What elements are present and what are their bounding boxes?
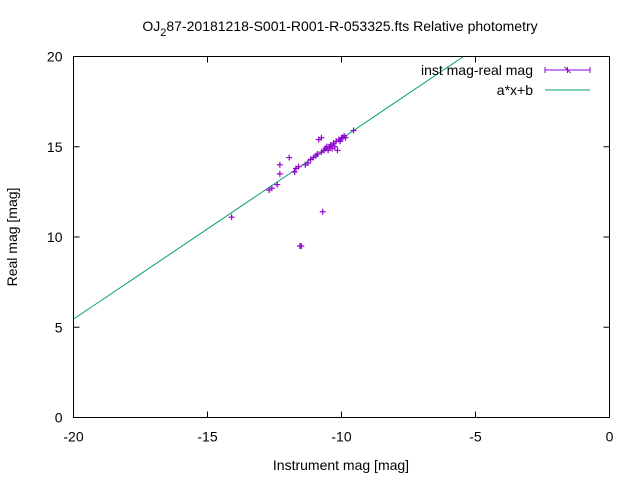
legend-sample-inst-mag-real-mag	[544, 66, 591, 74]
y-tick: 10	[47, 229, 610, 245]
data-point	[276, 161, 283, 168]
data-point	[268, 185, 275, 192]
data-point	[325, 147, 332, 154]
data-point	[342, 134, 349, 141]
chart-title-prefix: OJ	[142, 18, 160, 34]
chart-title: OJ287-20181218-S001-R001-R-053325.fts Re…	[142, 18, 537, 39]
y-tick: 20	[47, 49, 610, 65]
x-tick: -20	[63, 56, 84, 445]
y-tick-label: 20	[47, 49, 63, 65]
data-points-layer	[228, 127, 357, 250]
plot-frame	[73, 56, 610, 418]
data-point	[276, 170, 283, 177]
chart-title-subscript: 2	[160, 27, 166, 39]
data-point	[228, 214, 235, 221]
x-axis-label: Instrument mag [mag]	[273, 457, 409, 473]
y-axis-label: Real mag [mag]	[4, 188, 20, 287]
y-tick: 15	[47, 139, 610, 155]
data-point	[334, 147, 341, 154]
x-axis-ticks: -20 -15 -10 -5 0	[63, 56, 614, 445]
y-tick-label: 10	[47, 229, 63, 245]
data-point	[274, 181, 281, 188]
data-point	[331, 143, 338, 150]
y-tick: 0	[55, 410, 610, 426]
y-axis-ticks: 0 5 10 15 20	[47, 49, 610, 426]
y-tick-label: 15	[47, 139, 63, 155]
legend-label-fit-line: a*x+b	[497, 82, 533, 98]
y-tick-label: 5	[55, 319, 63, 335]
x-tick-label: -5	[469, 429, 482, 445]
data-point	[318, 134, 325, 141]
data-point	[314, 150, 321, 157]
fit-line-layer	[73, 56, 464, 320]
data-point	[295, 163, 302, 170]
data-point	[298, 243, 305, 250]
x-tick-label: -10	[331, 429, 351, 445]
data-point	[305, 159, 311, 166]
x-tick: -15	[197, 56, 218, 445]
legend: inst mag-real mag a*x+b	[421, 62, 591, 98]
x-tick: -10	[331, 56, 352, 445]
x-tick: 0	[606, 56, 614, 445]
x-tick: -5	[469, 56, 482, 445]
data-point	[286, 154, 293, 161]
fit-line	[73, 56, 464, 320]
x-tick-label: 0	[606, 429, 614, 445]
data-point	[350, 127, 357, 134]
data-point	[291, 169, 298, 176]
y-tick: 5	[55, 319, 610, 335]
x-tick-label: -20	[63, 429, 83, 445]
data-point	[337, 138, 344, 145]
data-point	[319, 208, 326, 215]
chart-title-suffix: 87-20181218-S001-R001-R-053325.fts Relat…	[166, 18, 537, 34]
legend-label-inst-mag-real-mag: inst mag-real mag	[421, 62, 533, 78]
x-tick-label: -15	[197, 429, 217, 445]
y-tick-label: 0	[55, 410, 63, 426]
